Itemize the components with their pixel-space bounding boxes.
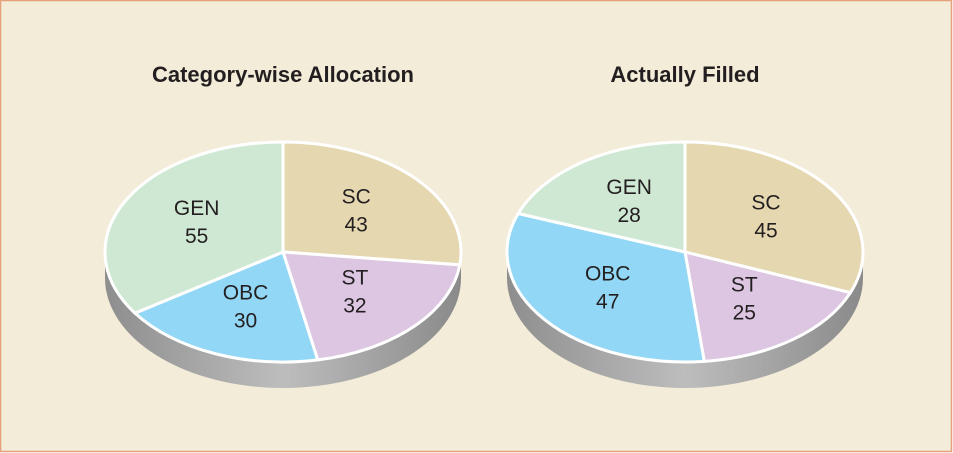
slice-category: OBC xyxy=(585,263,631,286)
slice-value: 55 xyxy=(185,225,208,248)
pie-slice xyxy=(505,211,707,364)
slice-value: 28 xyxy=(618,204,641,227)
slice-category: ST xyxy=(731,274,758,297)
slice-category: ST xyxy=(341,267,368,290)
slice-value: 32 xyxy=(343,295,366,318)
slice-value: 25 xyxy=(733,302,756,325)
pie-slice xyxy=(281,140,463,267)
chart-title: Category-wise Allocation xyxy=(152,62,414,87)
pie-slice xyxy=(280,250,462,362)
slice-category: SC xyxy=(751,192,780,215)
pie-slice xyxy=(683,249,853,363)
slice-value: 47 xyxy=(596,291,619,314)
pie-slice xyxy=(515,140,687,254)
slice-value: 30 xyxy=(234,309,257,332)
slice-category: OBC xyxy=(223,281,269,304)
pie-slice xyxy=(683,140,865,295)
pie-slice xyxy=(103,140,285,315)
slice-category: SC xyxy=(342,185,371,208)
chart-title: Actually Filled xyxy=(610,62,759,87)
slice-category: GEN xyxy=(606,176,652,199)
pie-slice xyxy=(132,249,320,364)
slice-value: 45 xyxy=(754,220,777,243)
slice-category: GEN xyxy=(174,197,220,220)
slice-value: 43 xyxy=(345,213,368,236)
